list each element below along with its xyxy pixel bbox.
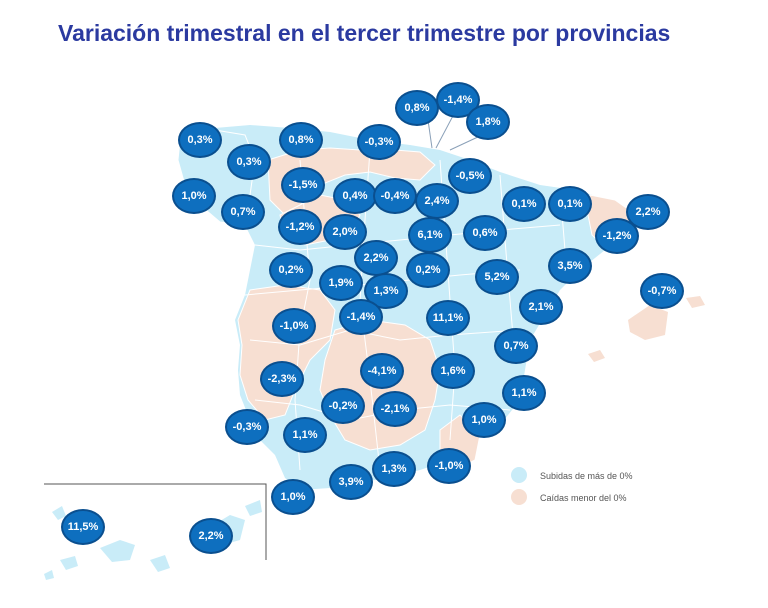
balearic-menorca (686, 296, 705, 308)
province-value-bubble: 0,8% (279, 122, 323, 158)
province-value-bubble: 2,1% (519, 289, 563, 325)
province-value-bubble: 2,2% (189, 518, 233, 554)
province-value-bubble: 1,1% (283, 417, 327, 453)
province-value-bubble: 0,2% (406, 252, 450, 288)
province-value-bubble: 1,3% (372, 451, 416, 487)
province-value-bubble: -1,0% (272, 308, 316, 344)
province-value-bubble: 0,3% (178, 122, 222, 158)
province-value-bubble: -0,5% (448, 158, 492, 194)
legend-rise-label: Subidas de más de 0% (540, 471, 633, 481)
province-value-bubble: 1,3% (364, 273, 408, 309)
province-value-bubble: 0,7% (494, 328, 538, 364)
province-value-bubble: 1,8% (466, 104, 510, 140)
province-value-bubble: 0,1% (502, 186, 546, 222)
province-value-bubble: 0,7% (221, 194, 265, 230)
province-value-bubble: 2,2% (354, 240, 398, 276)
province-value-bubble: -1,0% (427, 448, 471, 484)
province-value-bubble: -0,3% (225, 409, 269, 445)
balearic-ibiza (588, 350, 605, 362)
province-value-bubble: -0,3% (357, 124, 401, 160)
province-value-bubble: -0,2% (321, 388, 365, 424)
province-value-bubble: 1,9% (319, 265, 363, 301)
province-value-bubble: 1,0% (172, 178, 216, 214)
legend-fall-swatch (511, 489, 527, 505)
province-value-bubble: 2,0% (323, 214, 367, 250)
balearic-mallorca (628, 305, 668, 340)
province-value-bubble: -1,5% (281, 167, 325, 203)
map-title: Variación trimestral en el tercer trimes… (58, 20, 671, 46)
province-value-bubble: 2,4% (415, 183, 459, 219)
province-value-bubble: 1,0% (462, 402, 506, 438)
province-value-bubble: 0,2% (269, 252, 313, 288)
province-value-bubble: 0,3% (227, 144, 271, 180)
province-value-bubble: 3,5% (548, 248, 592, 284)
province-value-bubble: -0,7% (640, 273, 684, 309)
province-value-bubble: -1,2% (595, 218, 639, 254)
province-value-bubble: 1,6% (431, 353, 475, 389)
province-value-bubble: -2,3% (260, 361, 304, 397)
province-value-bubble: 5,2% (475, 259, 519, 295)
province-value-bubble: 3,9% (329, 464, 373, 500)
legend-rise-swatch (511, 467, 527, 483)
canary-inset-frame (44, 483, 267, 560)
province-value-bubble: -1,4% (339, 299, 383, 335)
province-value-bubble: -4,1% (360, 353, 404, 389)
province-value-bubble: 0,4% (333, 178, 377, 214)
province-value-bubble: 11,5% (61, 509, 105, 545)
province-value-bubble: -0,4% (373, 178, 417, 214)
province-value-bubble: -2,1% (373, 391, 417, 427)
province-value-bubble: 6,1% (408, 217, 452, 253)
province-value-bubble: 0,1% (548, 186, 592, 222)
legend-fall-label: Caídas menor del 0% (540, 493, 627, 503)
province-value-bubble: 11,1% (426, 300, 470, 336)
province-value-bubble: 1,0% (271, 479, 315, 515)
label-connectors (427, 111, 481, 151)
province-value-bubble: 1,1% (502, 375, 546, 411)
province-value-bubble: -1,2% (278, 209, 322, 245)
province-value-bubble: 0,8% (395, 90, 439, 126)
province-value-bubble: 0,6% (463, 215, 507, 251)
